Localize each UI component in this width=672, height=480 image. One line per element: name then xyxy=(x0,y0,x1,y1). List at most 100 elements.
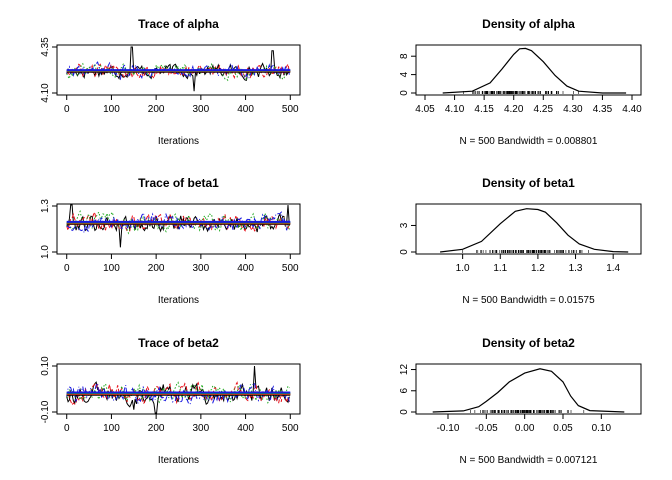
y-tick-label: 6 xyxy=(399,388,410,394)
x-tick-label: 4.15 xyxy=(474,104,494,115)
x-tick-label: -0.05 xyxy=(475,423,498,434)
x-tick-label: 400 xyxy=(237,104,254,115)
x-tick-label: 1.4 xyxy=(606,263,620,274)
y-axis: 4.10 4.35 xyxy=(40,37,57,103)
y-tick-label: 3 xyxy=(399,222,410,228)
x-tick-label: 200 xyxy=(148,423,165,434)
panel-title: Density of alpha xyxy=(482,17,575,31)
y-axis: 0 4 8 xyxy=(399,53,416,96)
trace-panel-5: Trace of beta2 0 100 200 300 400 500 -0.10 0.10 I… xyxy=(40,336,301,466)
density-curve xyxy=(432,368,625,413)
x-axis: 4.05 4.10 4.15 4.20 4.25 4.30 4.35 4.40 xyxy=(415,95,642,115)
panel-title: Density of beta2 xyxy=(482,336,575,350)
x-axis-label: N = 500 Bandwidth = 0.008801 xyxy=(460,136,598,147)
density-curve xyxy=(442,47,627,94)
panel-title: Trace of beta1 xyxy=(138,176,219,190)
x-axis: 0 100 200 300 400 500 xyxy=(64,254,299,274)
plot-frame xyxy=(56,363,301,415)
rug-marks xyxy=(463,91,579,94)
y-tick-label: -0.10 xyxy=(40,400,51,423)
trace-series-1 xyxy=(66,46,290,92)
panel-title: Trace of beta2 xyxy=(138,336,219,350)
trace-series-3 xyxy=(66,381,290,404)
y-tick-label: 1.0 xyxy=(40,245,51,259)
x-tick-label: 100 xyxy=(103,104,120,115)
x-tick-label: 0.05 xyxy=(553,423,573,434)
plot-frame xyxy=(415,44,642,96)
y-tick-label: 0 xyxy=(399,409,410,415)
x-tick-label: 100 xyxy=(103,263,120,274)
x-tick-label: 4.25 xyxy=(534,104,554,115)
y-tick-label: 4.35 xyxy=(40,37,51,57)
y-tick-label: 0.10 xyxy=(40,356,51,376)
x-tick-label: 1.3 xyxy=(569,263,583,274)
panel-title: Trace of alpha xyxy=(138,17,219,31)
x-tick-label: 200 xyxy=(148,263,165,274)
trace-panel-1: Trace of alpha 0 100 200 300 400 500 4.10 4.35 It… xyxy=(40,17,301,147)
x-tick-label: 0.00 xyxy=(515,423,535,434)
x-tick-label: 300 xyxy=(193,104,210,115)
y-tick-label: 8 xyxy=(399,53,410,59)
x-tick-label: 100 xyxy=(103,423,120,434)
trace-series-4 xyxy=(66,381,290,405)
plot-frame xyxy=(415,203,642,255)
x-tick-label: 0.10 xyxy=(592,423,612,434)
x-axis-label: N = 500 Bandwidth = 0.01575 xyxy=(462,295,595,306)
plot-frame xyxy=(415,363,642,415)
x-tick-label: 0 xyxy=(64,263,70,274)
x-tick-label: 0 xyxy=(64,104,70,115)
x-tick-label: 400 xyxy=(237,423,254,434)
x-tick-label: 300 xyxy=(193,423,210,434)
x-tick-label: 500 xyxy=(282,104,299,115)
x-tick-label: 4.35 xyxy=(593,104,613,115)
x-tick-label: 4.30 xyxy=(563,104,583,115)
x-axis-label: Iterations xyxy=(158,295,199,306)
trace-chains xyxy=(66,204,291,248)
x-axis: 1.0 1.1 1.2 1.3 1.4 xyxy=(456,254,621,274)
x-tick-label: 400 xyxy=(237,263,254,274)
x-tick-label: 4.40 xyxy=(622,104,642,115)
x-axis-label: Iterations xyxy=(158,455,199,466)
y-axis: -0.10 0.10 xyxy=(40,356,57,423)
y-tick-label: 4 xyxy=(399,71,410,77)
x-tick-label: 4.20 xyxy=(504,104,524,115)
trace-series-3 xyxy=(66,209,290,235)
rug-marks xyxy=(462,250,589,253)
y-tick-label: 0 xyxy=(399,249,410,255)
density-curve xyxy=(440,208,629,253)
rug-marks xyxy=(470,410,585,413)
trace-panel-3: Trace of beta1 0 100 200 300 400 500 1.0 1.3 Iter… xyxy=(40,176,301,306)
y-axis: 03 xyxy=(399,222,416,255)
x-tick-label: 1.1 xyxy=(493,263,507,274)
plot-frame xyxy=(56,44,301,96)
y-axis: 1.0 1.3 xyxy=(40,199,57,259)
trace-series-1 xyxy=(66,365,290,414)
x-axis-label: Iterations xyxy=(158,136,199,147)
x-axis: -0.10 -0.05 0.00 0.05 0.10 xyxy=(437,414,612,434)
x-tick-label: -0.10 xyxy=(437,423,460,434)
x-tick-label: 200 xyxy=(148,104,165,115)
x-axis: 0 100 200 300 400 500 xyxy=(64,95,299,115)
x-tick-label: 500 xyxy=(282,423,299,434)
x-tick-label: 1.0 xyxy=(456,263,470,274)
x-axis: 0 100 200 300 400 500 xyxy=(64,414,299,434)
x-tick-label: 500 xyxy=(282,263,299,274)
density-panel-2: Density of alpha 4.05 4.10 4.15 4.20 4.25 4.30… xyxy=(399,17,642,147)
y-axis: 0 6 12 xyxy=(399,364,416,415)
y-tick-label: 4.10 xyxy=(40,83,51,103)
x-tick-label: 0 xyxy=(64,423,70,434)
x-axis-label: N = 500 Bandwidth = 0.007121 xyxy=(460,455,598,466)
y-tick-label: 1.3 xyxy=(40,199,51,213)
y-tick-label: 12 xyxy=(399,364,410,376)
panel-title: Density of beta1 xyxy=(482,176,575,190)
trace-chains xyxy=(66,365,291,414)
x-tick-label: 1.2 xyxy=(531,263,545,274)
trace-series-2 xyxy=(66,210,290,233)
density-panel-6: Density of beta2 -0.10 -0.05 0.00 0.05 0.10 0 6… xyxy=(399,336,642,466)
trace-chains xyxy=(66,46,291,92)
y-tick-label: 0 xyxy=(399,90,410,96)
plot-frame xyxy=(56,203,301,255)
x-tick-label: 4.10 xyxy=(445,104,465,115)
